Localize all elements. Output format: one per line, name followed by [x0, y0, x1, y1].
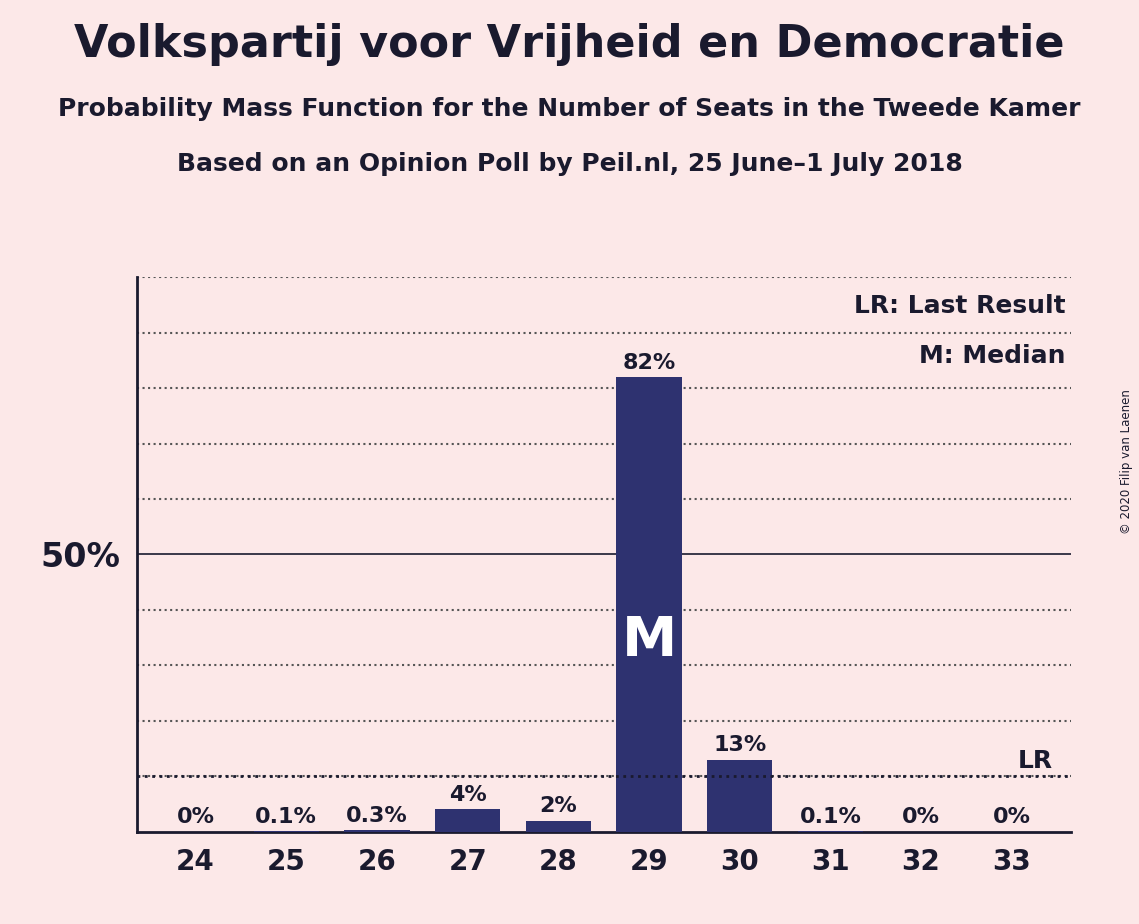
Text: Probability Mass Function for the Number of Seats in the Tweede Kamer: Probability Mass Function for the Number…: [58, 97, 1081, 121]
Bar: [526, 821, 591, 832]
Text: M: M: [622, 614, 677, 668]
Text: M: Median: M: Median: [919, 344, 1066, 368]
Text: 0%: 0%: [177, 808, 214, 827]
Text: 0%: 0%: [993, 808, 1031, 827]
Text: 4%: 4%: [449, 785, 486, 805]
Bar: [344, 830, 410, 832]
Text: 82%: 82%: [622, 353, 675, 372]
Text: 0%: 0%: [902, 808, 940, 827]
Text: 0.3%: 0.3%: [346, 806, 408, 825]
Text: 0.1%: 0.1%: [255, 807, 318, 827]
Bar: [707, 760, 772, 832]
Text: © 2020 Filip van Laenen: © 2020 Filip van Laenen: [1121, 390, 1133, 534]
Text: Volkspartij voor Vrijheid en Democratie: Volkspartij voor Vrijheid en Democratie: [74, 23, 1065, 67]
Text: LR: LR: [1017, 749, 1052, 773]
Bar: [435, 809, 500, 832]
Text: 0.1%: 0.1%: [800, 807, 861, 827]
Text: 2%: 2%: [540, 796, 577, 816]
Text: Based on an Opinion Poll by Peil.nl, 25 June–1 July 2018: Based on an Opinion Poll by Peil.nl, 25 …: [177, 152, 962, 176]
Text: LR: Last Result: LR: Last Result: [854, 294, 1066, 318]
Bar: [616, 377, 681, 832]
Text: 13%: 13%: [713, 736, 767, 755]
